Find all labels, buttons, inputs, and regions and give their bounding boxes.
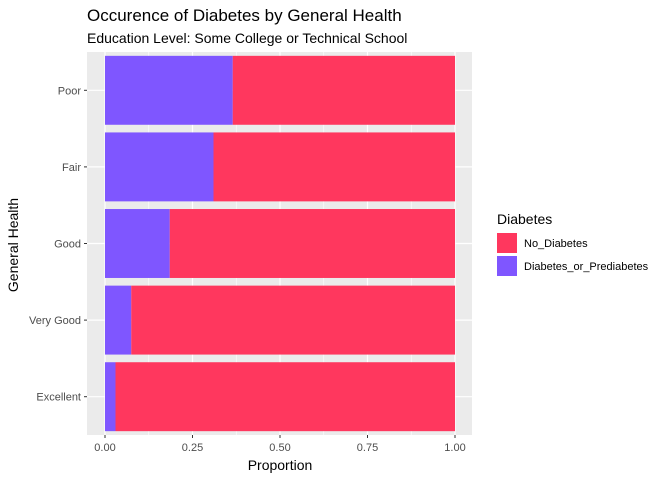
legend-label-diabetes-or-prediabetes: Diabetes_or_Prediabetes — [524, 261, 649, 273]
bar-poor-no-diabetes — [232, 55, 455, 125]
legend-key-diabetes-or-prediabetes — [497, 256, 517, 276]
bar-good-no-diabetes — [169, 209, 455, 278]
legend-key-no-diabetes — [497, 233, 517, 253]
bar-fair-diabetes-or-prediabetes — [105, 132, 214, 202]
y-tick-label: Fair — [62, 162, 81, 174]
y-tick-label: Excellent — [36, 392, 81, 404]
x-tick-label: 0.25 — [182, 442, 203, 454]
bar-poor-diabetes-or-prediabetes — [105, 55, 233, 125]
chart-title: Occurence of Diabetes by General Health — [87, 6, 402, 25]
x-tick-label: 0.00 — [94, 442, 115, 454]
bars-group — [105, 55, 455, 432]
bar-excellent-diabetes-or-prediabetes — [105, 362, 116, 432]
y-axis: Excellent Very Good Good Fair Poor — [29, 85, 87, 404]
bar-very-good-diabetes-or-prediabetes — [105, 285, 132, 355]
x-tick-label: 0.50 — [269, 442, 290, 454]
bar-good-diabetes-or-prediabetes — [105, 209, 170, 278]
bar-very-good-no-diabetes — [131, 285, 455, 355]
chart-subtitle: Education Level: Some College or Technic… — [87, 30, 407, 46]
bar-excellent-no-diabetes — [115, 362, 455, 432]
legend-title: Diabetes — [497, 211, 552, 227]
y-tick-label: Good — [54, 239, 81, 251]
legend-label-no-diabetes: No_Diabetes — [524, 238, 588, 250]
bar-fair-no-diabetes — [213, 132, 455, 202]
y-tick-label: Very Good — [29, 315, 81, 327]
y-tick-label: Poor — [58, 85, 82, 97]
x-axis: 0.00 0.25 0.50 0.75 1.00 — [94, 435, 466, 454]
y-axis-title: General Health — [5, 198, 21, 292]
x-axis-title: Proportion — [248, 457, 313, 473]
legend: Diabetes No_Diabetes Diabetes_or_Prediabe… — [497, 211, 649, 276]
x-tick-label: 0.75 — [357, 442, 378, 454]
x-tick-label: 1.00 — [444, 442, 465, 454]
